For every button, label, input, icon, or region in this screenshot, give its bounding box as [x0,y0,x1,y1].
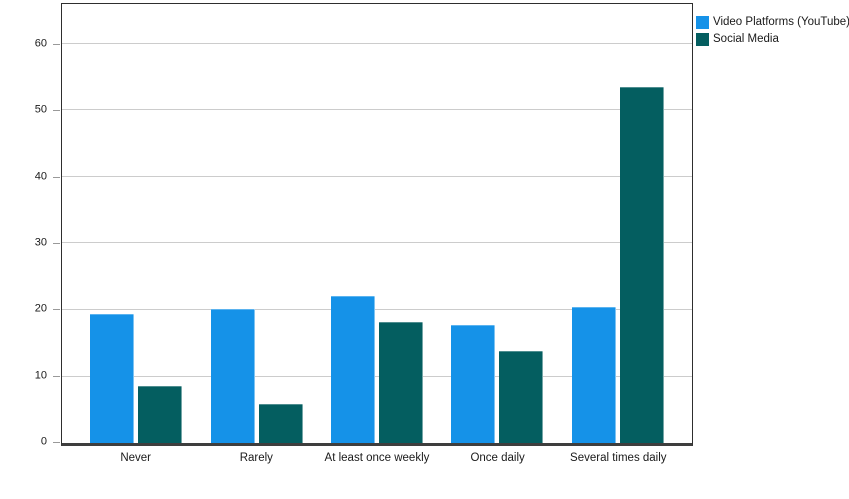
y-tick-mark [53,309,60,311]
plot-area [61,3,693,446]
y-tick-mark [53,176,60,178]
bars-layer [62,4,692,443]
bar [258,404,303,443]
y-tick-label: 0 [40,435,47,448]
bar-group [571,4,664,443]
x-category-label: Several times daily [570,452,667,464]
bar [138,386,183,443]
y-tick-label: 50 [34,103,47,116]
bar [210,309,255,443]
gridline [62,308,692,310]
x-category-label: Once daily [470,452,525,464]
x-category-label: Never [120,452,151,464]
bar-group [90,4,183,443]
bar [90,313,135,443]
legend-label: Video Platforms (YouTube) [713,16,849,28]
bar [330,296,375,443]
bar [451,324,496,443]
legend-item: Video Platforms (YouTube) [696,14,849,30]
y-axis: 0 10 20 30 40 50 60 [0,4,61,447]
bar [571,306,616,443]
gridline [62,242,692,244]
bar-group [330,4,423,443]
y-tick-mark [53,110,60,112]
y-tick-label: 60 [34,37,47,50]
legend-swatch [696,15,709,29]
bar [619,87,664,443]
x-category-label: Rarely [239,452,273,464]
gridline [62,42,692,44]
gridline [62,375,692,377]
y-tick-label: 30 [34,236,47,249]
legend: Video Platforms (YouTube) Social Media [696,14,849,47]
gridline [62,109,692,111]
y-tick-mark [53,375,60,377]
y-tick-mark [53,43,60,45]
legend-label: Social Media [713,33,779,45]
y-tick-mark [53,242,60,244]
y-tick-label: 20 [34,302,47,315]
bar-group [210,4,303,443]
y-tick-mark [53,442,60,443]
gridline [62,175,692,177]
bar-group [451,4,544,443]
x-axis: Never Rarely At least once weekly Once dail… [61,452,693,464]
bar [378,321,423,443]
legend-swatch [696,32,709,46]
y-tick-label: 40 [34,170,47,183]
y-tick-label: 10 [34,369,47,382]
legend-item: Social Media [696,31,849,47]
x-category-label: At least once weekly [324,452,430,464]
bar [499,350,544,443]
